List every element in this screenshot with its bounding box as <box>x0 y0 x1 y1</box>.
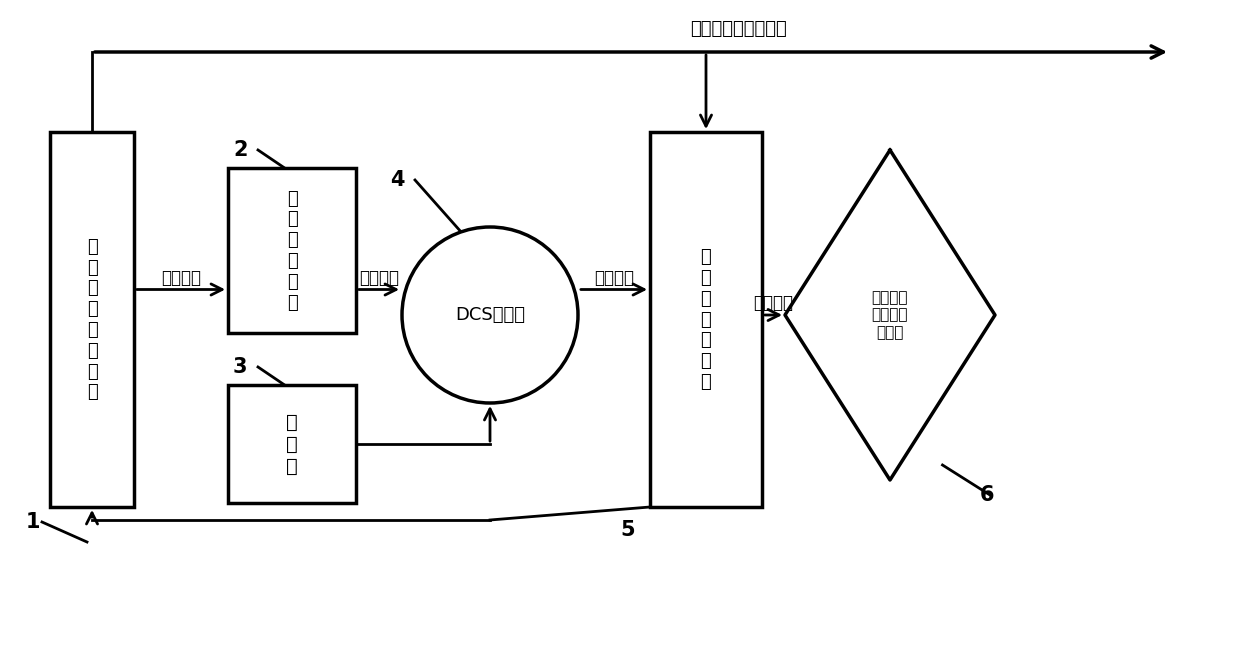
Bar <box>650 132 763 507</box>
Text: 熔融指数
软测量值
显示仪: 熔融指数 软测量值 显示仪 <box>872 290 908 340</box>
Text: 5: 5 <box>620 520 635 540</box>
Text: 熔融指数离线化验值: 熔融指数离线化验值 <box>691 20 787 38</box>
Polygon shape <box>785 150 994 480</box>
Text: DCS数据库: DCS数据库 <box>455 306 525 324</box>
Text: 模型输出: 模型输出 <box>754 294 794 312</box>
Bar <box>50 132 134 507</box>
Bar <box>228 168 356 333</box>
Text: 最
优
软
测
量
模
型: 最 优 软 测 量 模 型 <box>701 248 712 391</box>
Bar <box>228 385 356 503</box>
Text: 6: 6 <box>980 485 994 505</box>
Text: 丙
烯
聚
合
生
产
过
程: 丙 烯 聚 合 生 产 过 程 <box>87 237 98 401</box>
Text: 模型输入: 模型输入 <box>594 269 634 287</box>
Text: 易测变量: 易测变量 <box>360 269 399 287</box>
Text: 现
场
智
能
仪
表: 现 场 智 能 仪 表 <box>286 190 298 311</box>
Text: 3: 3 <box>233 357 248 377</box>
Text: 2: 2 <box>233 140 248 160</box>
Text: 控
制
站: 控 制 站 <box>286 412 298 475</box>
Text: 4: 4 <box>391 170 404 190</box>
Text: 1: 1 <box>26 512 40 532</box>
Circle shape <box>402 227 578 403</box>
Text: 易测变量: 易测变量 <box>161 269 201 287</box>
